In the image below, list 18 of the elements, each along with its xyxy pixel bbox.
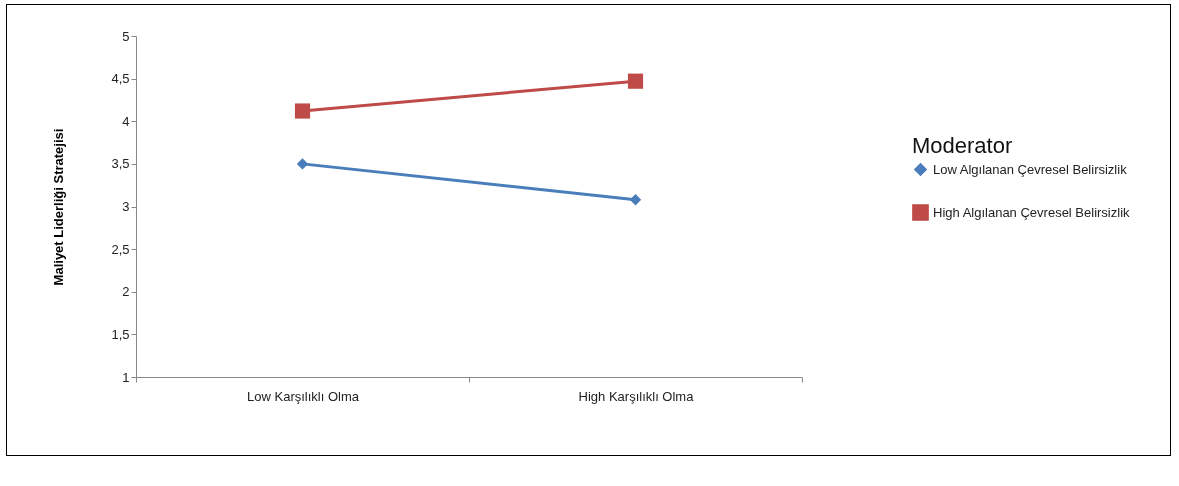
y-tick-label: 1,5: [111, 326, 130, 342]
y-tick-label: 4: [122, 113, 130, 129]
point: [629, 193, 642, 206]
point: [294, 103, 311, 119]
x-tick-label: High Karşılıklı Olma: [578, 388, 695, 404]
y-tick-label: 2,5: [111, 241, 130, 257]
y-tick-label: 3: [122, 199, 130, 214]
y-axis-title: Maliyet Liderliği Stratejisi: [51, 128, 67, 286]
y-tick-label: 4,5: [111, 71, 130, 87]
point: [627, 73, 644, 89]
legend-label: High Algılanan Çevresel Belirsizlik: [933, 204, 1131, 220]
y-tick-label: 2: [122, 284, 130, 300]
legend-label: Low Algılanan Çevresel Belirsizlik: [933, 161, 1128, 177]
y-tick-label: 1: [122, 369, 130, 385]
y-tick-label: 3,5: [111, 156, 130, 172]
x-tick-label: Low Karşılıklı Olma: [247, 388, 360, 404]
y-tick-label: 5: [122, 28, 130, 44]
legend-title: Moderator: [912, 133, 1013, 158]
